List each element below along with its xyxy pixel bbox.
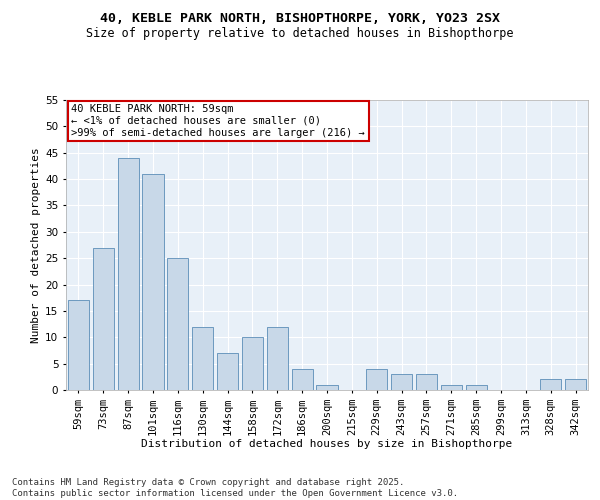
Bar	[466, 384, 487, 390]
Text: 40 KEBLE PARK NORTH: 59sqm
← <1% of detached houses are smaller (0)
>99% of semi: 40 KEBLE PARK NORTH: 59sqm ← <1% of deta…	[71, 104, 365, 138]
Bar	[93, 248, 114, 390]
Y-axis label: Number of detached properties: Number of detached properties	[31, 147, 41, 343]
Bar	[416, 374, 437, 390]
Bar	[540, 380, 561, 390]
Bar	[192, 326, 213, 390]
Bar	[565, 380, 586, 390]
X-axis label: Distribution of detached houses by size in Bishopthorpe: Distribution of detached houses by size …	[142, 440, 512, 450]
Bar	[316, 384, 338, 390]
Bar	[441, 384, 462, 390]
Bar	[142, 174, 164, 390]
Text: 40, KEBLE PARK NORTH, BISHOPTHORPE, YORK, YO23 2SX: 40, KEBLE PARK NORTH, BISHOPTHORPE, YORK…	[100, 12, 500, 26]
Bar	[68, 300, 89, 390]
Bar	[391, 374, 412, 390]
Text: Contains HM Land Registry data © Crown copyright and database right 2025.
Contai: Contains HM Land Registry data © Crown c…	[12, 478, 458, 498]
Bar	[292, 369, 313, 390]
Text: Size of property relative to detached houses in Bishopthorpe: Size of property relative to detached ho…	[86, 28, 514, 40]
Bar	[118, 158, 139, 390]
Bar	[242, 338, 263, 390]
Bar	[167, 258, 188, 390]
Bar	[267, 326, 288, 390]
Bar	[366, 369, 387, 390]
Bar	[217, 353, 238, 390]
